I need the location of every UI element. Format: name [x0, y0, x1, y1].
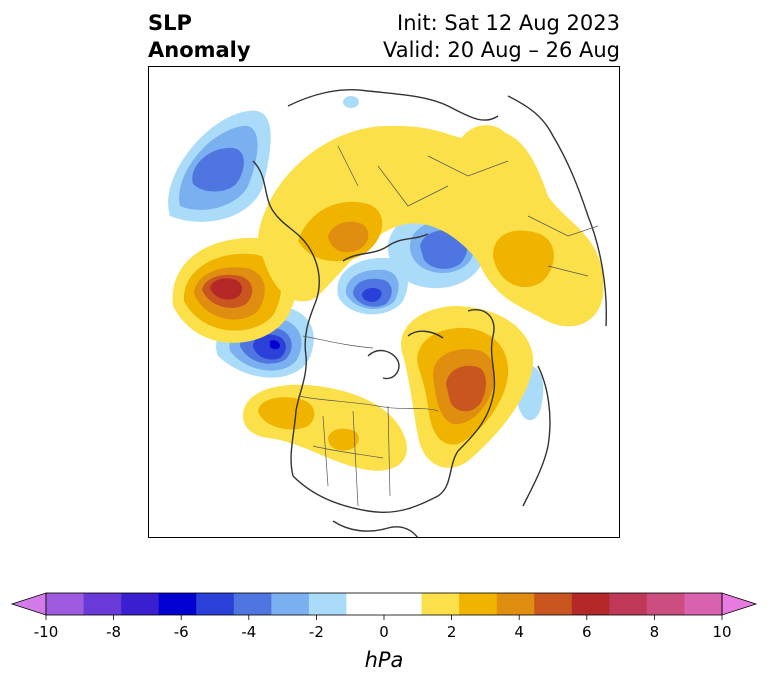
colorbar-cell — [46, 593, 84, 615]
colorbar-cell — [121, 593, 159, 615]
positive-anomaly-north-atlantic — [401, 306, 534, 468]
colorbar-over-arrow — [721, 592, 758, 616]
negative-anomaly-bering — [168, 110, 271, 222]
colorbar-tick-label: -10 — [34, 623, 59, 641]
colorbar-tick-label: -8 — [106, 623, 121, 641]
colorbar-cell — [571, 593, 610, 615]
colorbar-tick-label: -6 — [174, 623, 189, 641]
colorbar-cell — [158, 593, 197, 615]
colorbar-cell — [384, 593, 422, 615]
colorbar-cell — [271, 593, 310, 615]
positive-anomaly-arctic-band — [258, 125, 604, 327]
colorbar-cell — [233, 593, 272, 615]
colorbar-unit: hPa — [365, 648, 404, 672]
colorbar-tick-label: 0 — [379, 623, 389, 641]
political-borders — [297, 145, 599, 507]
colorbar-tick-label: 2 — [447, 623, 457, 641]
colorbar-cell — [308, 593, 347, 615]
positive-anomaly-western-us — [243, 384, 407, 471]
colorbar-cell — [346, 593, 385, 615]
colorbar-cell — [684, 593, 723, 615]
colorbar-cell — [196, 593, 235, 615]
title-left: SLP Anomaly — [148, 10, 251, 64]
colorbar-tick-label: -4 — [241, 623, 256, 641]
colorbar: -10 -8 -6 -4 -2 0 2 4 6 8 10 hPa — [10, 592, 758, 672]
title-variable: SLP — [148, 11, 192, 35]
colorbar-cell — [609, 593, 648, 615]
map-border — [148, 66, 620, 538]
valid-range: Valid: 20 Aug – 26 Aug — [382, 38, 620, 62]
colorbar-cell — [646, 593, 685, 615]
colorbar-cell — [421, 593, 460, 615]
colorbar-tick-label: 4 — [514, 623, 524, 641]
negative-anomaly-arctic — [337, 257, 408, 315]
colorbar-cell — [534, 593, 573, 615]
colorbar-cell — [459, 593, 497, 615]
coastlines — [252, 88, 608, 538]
colorbar-ticks: -10 -8 -6 -4 -2 0 2 4 6 8 10 — [34, 615, 732, 641]
colorbar-tick-label: 6 — [582, 623, 592, 641]
init-date: Init: Sat 12 Aug 2023 — [397, 11, 620, 35]
negative-anomaly-small-north — [343, 96, 359, 108]
colorbar-cells — [10, 592, 758, 616]
colorbar-under-arrow — [10, 592, 47, 616]
map-panel — [148, 66, 620, 538]
title-variable-line2: Anomaly — [148, 38, 251, 62]
colorbar-cell — [496, 593, 535, 615]
colorbar-tick-label: 10 — [712, 623, 731, 641]
colorbar-tick-label: -2 — [309, 623, 324, 641]
colorbar-cell — [83, 593, 122, 615]
title-right: Init: Sat 12 Aug 2023 Valid: 20 Aug – 26… — [383, 10, 620, 64]
colorbar-tick-label: 8 — [650, 623, 660, 641]
